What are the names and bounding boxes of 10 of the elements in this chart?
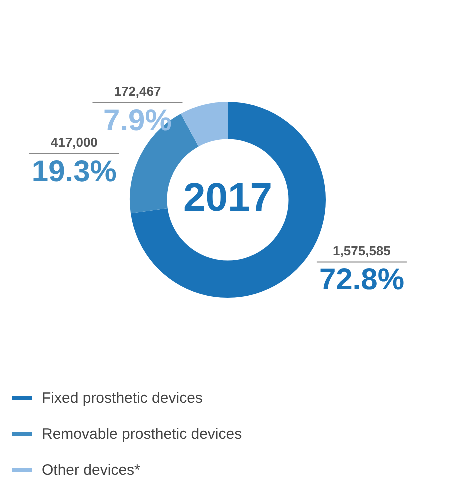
text: 72.8% <box>319 264 405 297</box>
legend-label: Other devices* <box>42 462 140 478</box>
data-label: 417,000 <box>50 135 98 150</box>
text: 19.3% <box>32 155 117 188</box>
text: 7.9% <box>104 104 172 138</box>
data-label: 172,467 <box>114 84 162 100</box>
legend-label: Fixed prosthetic devices <box>42 390 203 406</box>
legend-label: Removable prosthetic devices <box>42 426 242 442</box>
text: 2017 <box>184 176 272 220</box>
data-label: 1,575,585 <box>333 243 391 258</box>
